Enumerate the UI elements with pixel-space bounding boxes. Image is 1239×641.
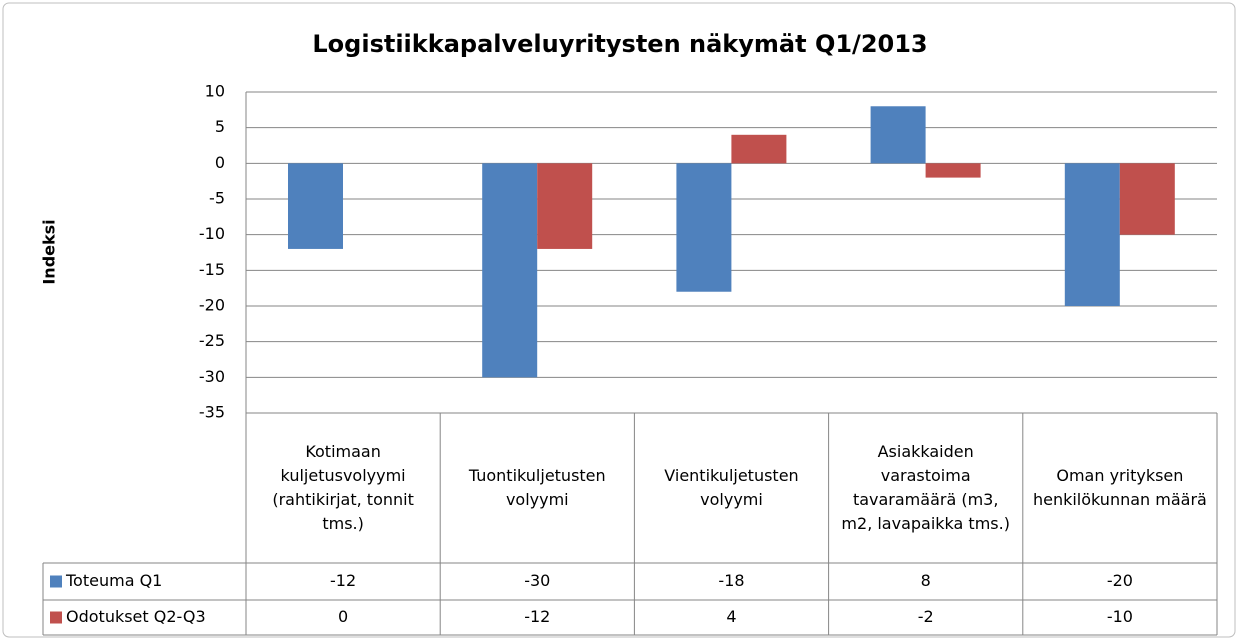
table-value: -12 bbox=[330, 571, 356, 590]
table-value: -12 bbox=[524, 607, 550, 626]
bar bbox=[731, 134, 787, 164]
table-value: -2 bbox=[918, 607, 934, 626]
y-tick-label: -10 bbox=[199, 224, 225, 243]
y-tick-label: -15 bbox=[199, 260, 225, 279]
chart-title: Logistiikkapalveluyritysten näkymät Q1/2… bbox=[312, 30, 927, 58]
x-tick-label: Vientikuljetusten volyymi bbox=[664, 466, 799, 509]
table-value: -20 bbox=[1107, 571, 1133, 590]
bar bbox=[870, 106, 926, 164]
bar bbox=[1064, 163, 1120, 306]
y-tick-label: 10 bbox=[205, 82, 225, 101]
y-tick-label: 0 bbox=[215, 153, 225, 172]
y-tick-label: -20 bbox=[199, 296, 225, 315]
bar bbox=[925, 163, 981, 178]
y-tick-label: -30 bbox=[199, 367, 225, 386]
table-value: 8 bbox=[921, 571, 931, 590]
bar bbox=[288, 163, 343, 249]
table-value: 4 bbox=[726, 607, 736, 626]
y-tick-label: -35 bbox=[199, 403, 225, 422]
table-value: 0 bbox=[338, 607, 348, 626]
table-value: -10 bbox=[1107, 607, 1133, 626]
legend-swatch bbox=[50, 611, 62, 624]
table-value: -18 bbox=[718, 571, 744, 590]
legend-swatch bbox=[50, 575, 62, 588]
y-tick-label: -5 bbox=[209, 189, 225, 208]
legend-label: Toteuma Q1 bbox=[65, 571, 162, 590]
y-tick-label: 5 bbox=[215, 117, 225, 136]
legend-label: Odotukset Q2-Q3 bbox=[66, 607, 206, 626]
table-value: -30 bbox=[524, 571, 550, 590]
y-axis-label: Indeksi bbox=[40, 219, 59, 284]
x-tick-label: Asiakkaiden varastoima tavaramäärä (m3, … bbox=[841, 442, 1010, 533]
x-tick-label: Kotimaan kuljetusvolyymi (rahtikirjat, t… bbox=[272, 442, 414, 533]
y-tick-label: -25 bbox=[199, 331, 225, 350]
bar bbox=[1119, 163, 1175, 235]
x-tick-label: Oman yrityksen henkilökunnan määrä bbox=[1032, 466, 1207, 509]
x-tick-label: Tuontikuljetusten volyymi bbox=[468, 466, 606, 509]
bar bbox=[676, 163, 732, 292]
bar bbox=[482, 163, 538, 378]
bar bbox=[537, 163, 593, 249]
